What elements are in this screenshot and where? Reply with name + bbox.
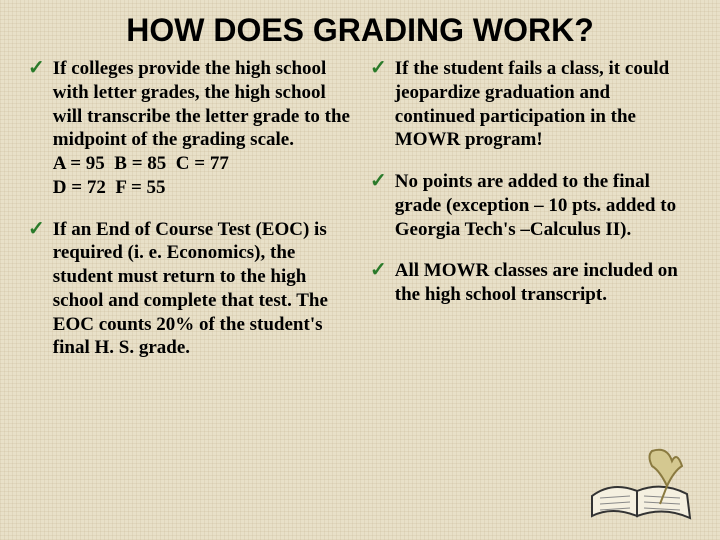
bullet-text: If the student fails a class, it could j… [395,57,692,152]
bullet-text: No points are added to the final grade (… [395,170,692,241]
bullet-item: ✓ If colleges provide the high school wi… [28,57,350,200]
bullet-text: If colleges provide the high school with… [53,57,350,200]
bullet-text: If an End of Course Test (EOC) is requir… [53,218,350,361]
book-icon [582,436,702,526]
bullet-item: ✓ If the student fails a class, it could… [370,57,692,152]
checkmark-icon: ✓ [370,170,387,192]
checkmark-icon: ✓ [370,259,387,281]
bullet-text: All MOWR classes are included on the hig… [395,259,692,307]
right-column: ✓ If the student fails a class, it could… [370,57,692,378]
bullet-item: ✓ If an End of Course Test (EOC) is requ… [28,218,350,361]
checkmark-icon: ✓ [370,57,387,79]
checkmark-icon: ✓ [28,57,45,79]
bullet-item: ✓ No points are added to the final grade… [370,170,692,241]
grade-scale: A = 95 B = 85 C = 77 D = 72 F = 55 [53,153,229,198]
bullet-item: ✓ All MOWR classes are included on the h… [370,259,692,307]
left-column: ✓ If colleges provide the high school wi… [28,57,350,378]
checkmark-icon: ✓ [28,218,45,240]
content-columns: ✓ If colleges provide the high school wi… [0,57,720,378]
slide-title: HOW DOES GRADING WORK? [0,0,720,57]
